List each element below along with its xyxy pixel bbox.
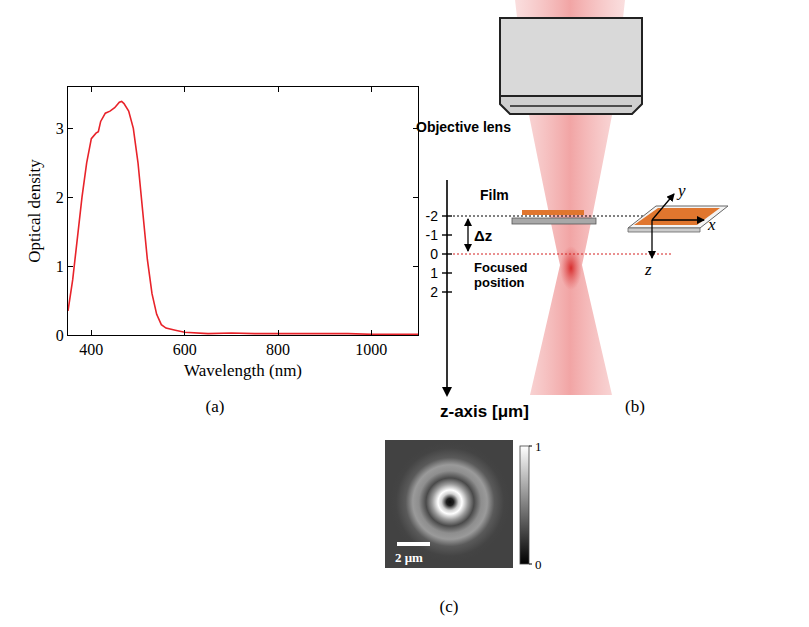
svg-text:-1: -1: [426, 227, 439, 243]
svg-text:Optical density: Optical density: [25, 159, 44, 263]
svg-text:0: 0: [430, 246, 438, 262]
svg-text:1000: 1000: [355, 341, 387, 358]
svg-text:1: 1: [56, 258, 64, 275]
svg-text:x: x: [707, 215, 716, 234]
svg-text:y: y: [676, 181, 686, 200]
svg-text:Δz: Δz: [474, 227, 492, 244]
svg-text:0: 0: [56, 327, 64, 344]
svg-text:1: 1: [535, 439, 542, 454]
svg-text:400: 400: [79, 341, 103, 358]
svg-text:2: 2: [56, 189, 64, 206]
svg-text:Wavelength (nm): Wavelength (nm): [184, 361, 302, 380]
svg-text:(b): (b): [625, 397, 645, 416]
svg-text:z: z: [644, 260, 652, 279]
svg-text:2 μm: 2 μm: [395, 550, 423, 565]
svg-text:600: 600: [173, 341, 197, 358]
svg-text:800: 800: [266, 341, 290, 358]
svg-text:2: 2: [430, 284, 438, 300]
svg-text:3: 3: [56, 120, 64, 137]
svg-text:1: 1: [430, 265, 438, 281]
svg-text:0: 0: [535, 557, 542, 572]
svg-text:-2: -2: [426, 208, 439, 224]
svg-text:Focusedposition: Focusedposition: [474, 260, 528, 290]
svg-text:z-axis [μm]: z-axis [μm]: [440, 402, 529, 421]
svg-text:(c): (c): [440, 597, 459, 616]
svg-text:Objective lens: Objective lens: [416, 119, 511, 135]
svg-text:Film: Film: [480, 187, 509, 203]
svg-text:(a): (a): [206, 397, 225, 416]
